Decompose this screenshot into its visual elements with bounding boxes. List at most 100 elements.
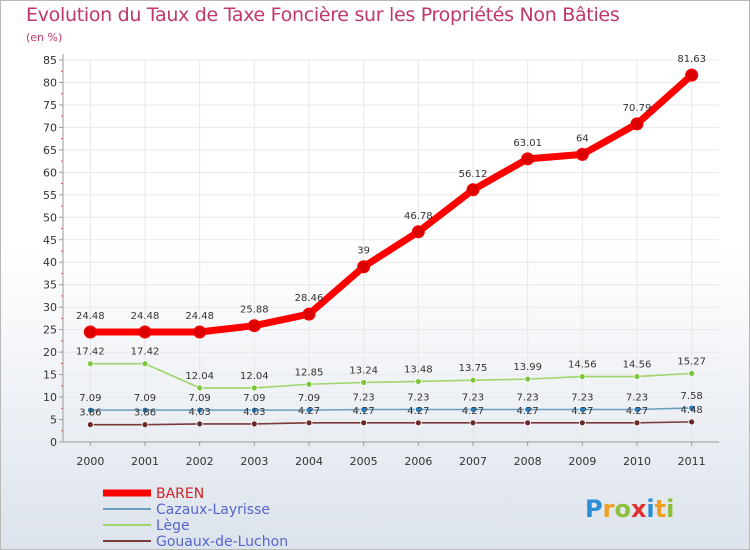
data-label: 7.09 (189, 393, 211, 404)
data-label: 4.27 (571, 406, 593, 417)
data-label: 7.58 (681, 391, 703, 402)
data-label: 39 (357, 246, 370, 257)
data-label: 24.48 (131, 311, 160, 322)
data-label: 3.86 (79, 408, 101, 419)
data-point (360, 419, 368, 427)
y-tick-label: 60 (43, 166, 57, 179)
data-point (414, 406, 422, 413)
y-tick-label: 70 (43, 121, 57, 134)
y-tick-label: 45 (43, 234, 57, 247)
x-axis-ticks: 2000 2001 2002 2003 2004 2005 2006 2007 2008 2009… (76, 442, 706, 468)
y-tick-label: 85 (43, 54, 57, 67)
data-point (469, 419, 477, 427)
y-tick-label: 15 (43, 369, 57, 382)
data-point (250, 420, 258, 428)
logo-letter: i (666, 495, 674, 523)
y-tick-label: 75 (43, 99, 57, 112)
y-tick-label: 35 (43, 279, 57, 292)
data-point (250, 406, 258, 414)
logo-letter: i (646, 495, 654, 523)
data-label: 4.27 (298, 406, 320, 417)
data-point (83, 325, 97, 339)
data-point (305, 380, 313, 388)
data-label: 13.75 (459, 363, 488, 374)
logo-letter: x (631, 495, 647, 523)
data-label: 7.09 (134, 393, 156, 404)
chart-title: Evolution du Taux de Taxe Foncière sur l… (26, 4, 620, 26)
data-label: 14.56 (568, 360, 597, 371)
x-tick-label: 2011 (678, 455, 706, 468)
data-label: 13.48 (404, 364, 433, 375)
data-point (193, 325, 207, 339)
series-line-gouaux-de-luchon (89, 421, 693, 426)
data-point (305, 419, 313, 427)
data-label: 12.04 (240, 371, 269, 382)
data-point (411, 225, 425, 239)
series-line-cazaux-layrisse (89, 407, 693, 411)
legend-label: Cazaux-Layrisse (156, 502, 270, 518)
y-tick-label: 20 (43, 346, 57, 359)
legend-label: Gouaux-de-Luchon (156, 534, 288, 549)
data-point (633, 373, 641, 380)
legend-label: BAREN (156, 486, 204, 502)
data-point (575, 147, 589, 161)
data-point (250, 384, 258, 392)
data-label: 70.79 (623, 103, 652, 114)
axes (62, 54, 719, 443)
data-label: 4.48 (681, 405, 703, 416)
data-label: 3.86 (134, 408, 156, 419)
data-label: 4.27 (407, 406, 429, 417)
data-label: 4.27 (462, 406, 484, 417)
data-point (141, 421, 149, 429)
data-point (86, 406, 94, 414)
logo-letter: t (655, 495, 666, 523)
data-label: 7.09 (298, 393, 320, 404)
data-point (524, 419, 532, 427)
data-label: 12.04 (185, 371, 214, 382)
data-point (466, 183, 480, 197)
data-label: 17.42 (76, 347, 105, 358)
data-label: 56.12 (459, 169, 488, 180)
data-point (633, 406, 641, 413)
data-point (524, 406, 532, 413)
data-point (633, 419, 641, 427)
data-point (578, 373, 586, 380)
series-line-baren (86, 71, 696, 336)
data-point (688, 369, 696, 377)
data-point (414, 378, 422, 385)
data-point (305, 406, 313, 414)
logo-letter: P (585, 495, 603, 523)
data-label: 7.23 (462, 393, 484, 404)
y-tick-label: 65 (43, 144, 57, 157)
data-point (469, 376, 477, 384)
data-label: 13.24 (349, 365, 378, 376)
grid (63, 59, 719, 443)
logo-letter: o (614, 495, 631, 523)
data-label: 7.23 (407, 393, 429, 404)
data-label: 7.23 (571, 393, 593, 404)
data-label: 7.09 (243, 393, 265, 404)
data-point (578, 406, 586, 413)
data-point (688, 404, 696, 412)
y-tick-label: 25 (43, 324, 57, 337)
y-tick-label: 0 (50, 436, 57, 449)
data-point (521, 152, 535, 166)
data-label: 24.48 (185, 311, 214, 322)
y-tick-label: 40 (43, 256, 57, 269)
data-point (469, 406, 477, 413)
x-tick-label: 2009 (568, 455, 596, 468)
x-tick-label: 2010 (623, 455, 651, 468)
data-label: 4.03 (243, 407, 265, 418)
data-point (141, 360, 149, 368)
x-tick-label: 2006 (404, 455, 432, 468)
data-label: 25.88 (240, 305, 269, 316)
series-lines (83, 68, 699, 429)
data-label: 17.42 (131, 347, 160, 358)
x-tick-label: 2004 (295, 455, 323, 468)
data-label: 12.85 (295, 367, 324, 378)
x-tick-label: 2002 (186, 455, 214, 468)
data-point (196, 406, 204, 414)
data-label: 7.23 (517, 393, 539, 404)
data-label: 13.99 (513, 362, 542, 373)
